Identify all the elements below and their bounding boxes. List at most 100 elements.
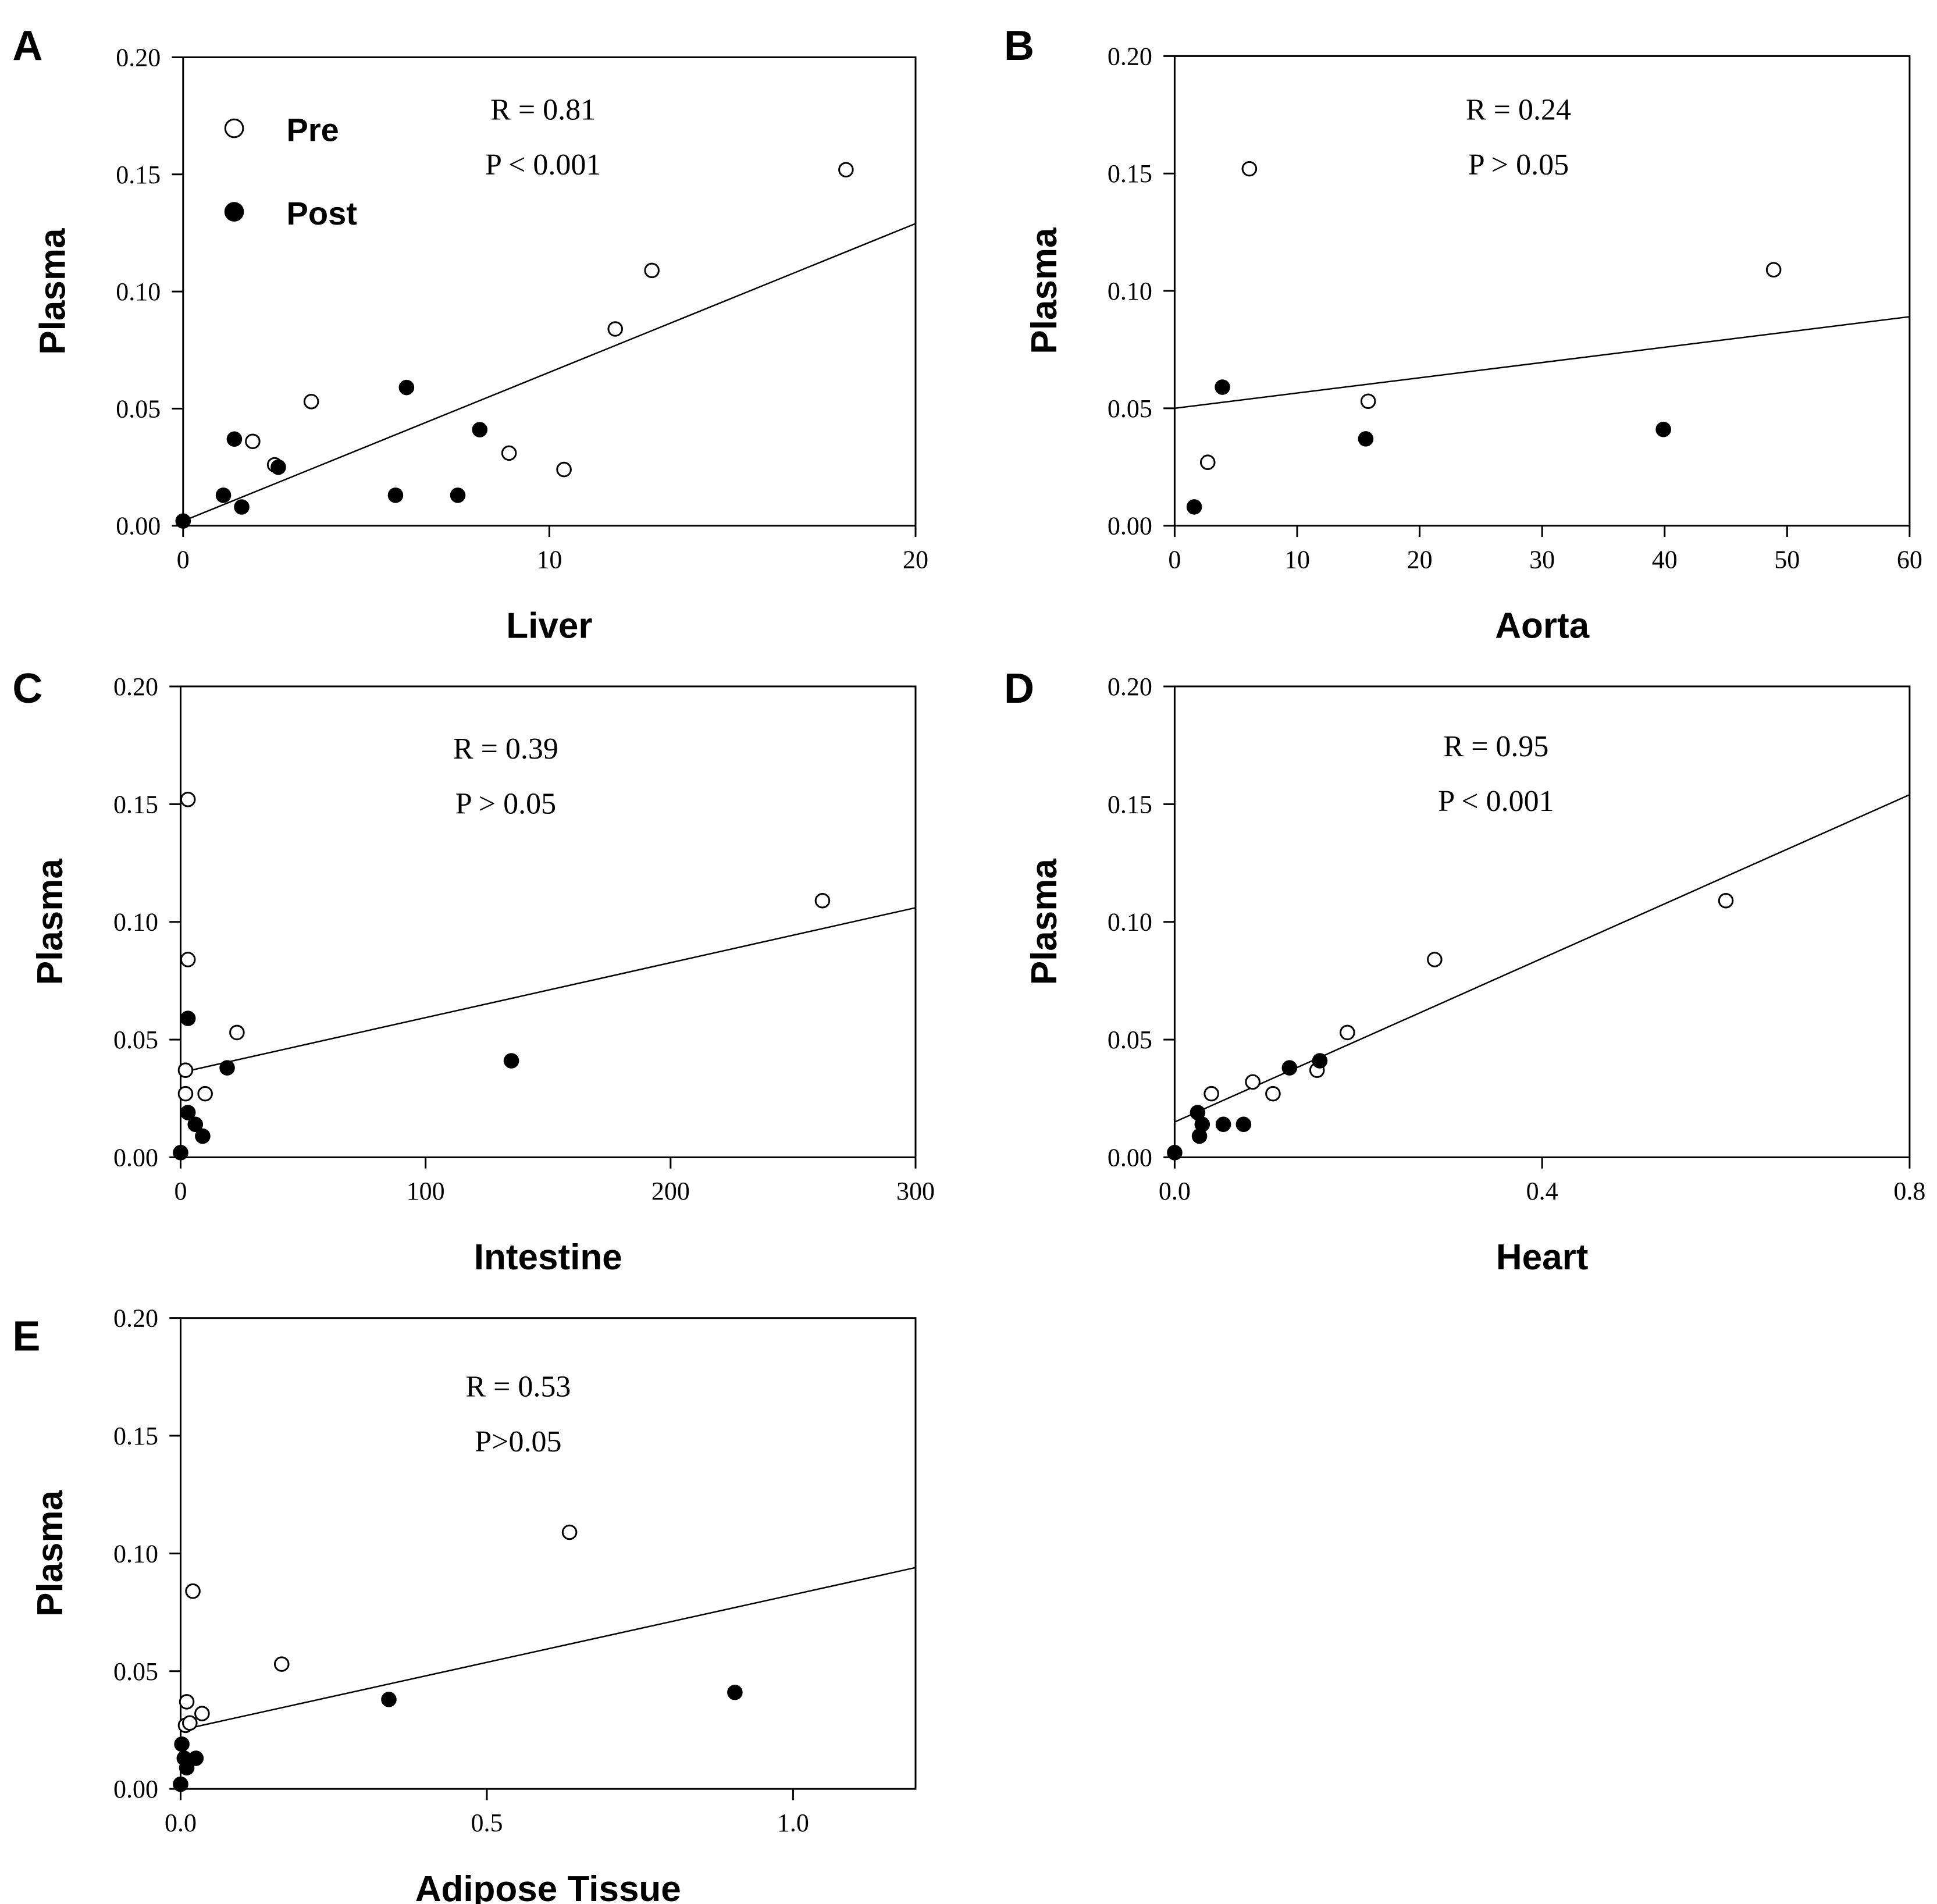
y-tick-label: 0.20 bbox=[113, 672, 158, 701]
panel-letter: B bbox=[1004, 23, 1034, 69]
y-tick-label: 0.00 bbox=[1108, 1143, 1152, 1172]
data-point-pre bbox=[1241, 161, 1258, 177]
correlation-r-label: R = 0.81 bbox=[490, 94, 596, 127]
data-point-pre bbox=[1203, 1086, 1219, 1102]
y-tick-label: 0.00 bbox=[113, 1143, 158, 1172]
correlation-r-label: R = 0.95 bbox=[1443, 730, 1548, 763]
legend-marker-pre bbox=[224, 118, 244, 138]
y-axis-title: Plasma bbox=[1024, 859, 1064, 985]
correlation-r-label: R = 0.53 bbox=[465, 1371, 571, 1404]
data-point-post bbox=[727, 1684, 743, 1700]
data-point-post bbox=[175, 513, 191, 529]
data-point-pre bbox=[1199, 454, 1216, 470]
data-point-pre bbox=[245, 433, 261, 450]
data-point-pre bbox=[180, 952, 196, 967]
data-point-pre bbox=[177, 1062, 194, 1078]
x-tick-label: 300 bbox=[896, 1177, 935, 1205]
data-point-pre bbox=[1765, 262, 1782, 277]
data-point-pre bbox=[644, 262, 660, 279]
data-point-post bbox=[270, 459, 286, 475]
x-tick-label: 10 bbox=[536, 546, 562, 574]
data-point-pre bbox=[1718, 892, 1734, 909]
p-value-label: P > 0.05 bbox=[1468, 148, 1569, 181]
data-point-post bbox=[234, 499, 250, 515]
data-point-post bbox=[1215, 379, 1230, 395]
data-point-post bbox=[188, 1750, 204, 1766]
panel-a: A 0.00 0.05 0.10 0.15 0.20 0 10 20 Liver Plasma R =… bbox=[12, 23, 928, 646]
data-point-post bbox=[1194, 1116, 1210, 1133]
x-tick-label: 0.0 bbox=[165, 1809, 197, 1837]
y-tick-label: 0.00 bbox=[116, 512, 161, 540]
regression-line bbox=[180, 1567, 916, 1731]
x-tick-label: 40 bbox=[1652, 546, 1678, 574]
y-tick-label: 0.20 bbox=[1108, 672, 1152, 701]
x-axis-title: Aorta bbox=[1495, 606, 1589, 646]
x-tick-label: 0.4 bbox=[1526, 1177, 1558, 1205]
x-axis-title: Heart bbox=[1496, 1237, 1589, 1277]
y-axis-title: Plasma bbox=[30, 1490, 70, 1617]
legend-label-post: Post bbox=[287, 195, 357, 232]
data-point-pre bbox=[185, 1583, 201, 1599]
regression-line bbox=[183, 223, 916, 522]
data-point-post bbox=[1215, 1116, 1231, 1133]
data-point-pre bbox=[1427, 952, 1443, 967]
panel-letter: E bbox=[12, 1313, 40, 1360]
data-point-post bbox=[1186, 499, 1202, 515]
panel-letter: D bbox=[1004, 665, 1034, 712]
y-tick-label: 0.10 bbox=[1108, 908, 1152, 937]
data-point-post bbox=[1358, 431, 1374, 447]
data-point-post bbox=[226, 431, 243, 447]
data-point-post bbox=[179, 1760, 195, 1776]
legend-label-pre: Pre bbox=[287, 112, 339, 148]
y-tick-label: 0.15 bbox=[1108, 159, 1152, 188]
data-point-pre bbox=[838, 162, 854, 178]
data-point-post bbox=[381, 1692, 397, 1707]
data-point-pre bbox=[194, 1706, 210, 1721]
panel-letter: A bbox=[12, 23, 42, 69]
correlation-r-label: R = 0.39 bbox=[453, 732, 558, 766]
x-tick-label: 0.0 bbox=[1159, 1177, 1191, 1205]
x-axis-title: Liver bbox=[506, 606, 592, 646]
data-point-pre bbox=[303, 394, 319, 410]
y-tick-label: 0.05 bbox=[113, 1026, 158, 1054]
data-point-post bbox=[187, 1116, 204, 1133]
y-tick-label: 0.10 bbox=[1108, 277, 1152, 305]
y-tick-label: 0.05 bbox=[1108, 394, 1152, 423]
data-point-post bbox=[1281, 1060, 1298, 1076]
y-tick-label: 0.15 bbox=[113, 1422, 158, 1450]
x-tick-label: 50 bbox=[1774, 546, 1800, 574]
x-tick-label: 1.0 bbox=[777, 1809, 809, 1837]
p-value-label: P>0.05 bbox=[475, 1425, 561, 1458]
panel-d: D 0.00 0.05 0.10 0.15 0.20 0.0 0.4 0.8 Heart Plasm… bbox=[1004, 665, 1925, 1277]
x-tick-label: 20 bbox=[1407, 546, 1433, 574]
panel-b: B 0.00 0.05 0.10 0.15 0.20 0 10 20 30 40 50 60 Aorta P… bbox=[1004, 23, 1922, 646]
data-point-pre bbox=[179, 1694, 195, 1710]
x-tick-label: 20 bbox=[903, 546, 928, 574]
data-point-pre bbox=[814, 892, 831, 909]
x-tick-label: 100 bbox=[407, 1177, 445, 1205]
y-tick-label: 0.20 bbox=[116, 44, 161, 72]
data-point-pre bbox=[1265, 1086, 1281, 1102]
data-point-pre bbox=[556, 461, 572, 478]
x-tick-label: 0.8 bbox=[1893, 1177, 1925, 1205]
y-tick-label: 0.10 bbox=[116, 277, 161, 306]
y-tick-label: 0.10 bbox=[113, 908, 158, 937]
legend-marker-post bbox=[224, 202, 244, 222]
data-point-post bbox=[173, 1776, 188, 1792]
correlation-r-label: R = 0.24 bbox=[1466, 94, 1571, 127]
y-tick-label: 0.00 bbox=[113, 1775, 158, 1803]
x-axis-title: Adipose Tissue bbox=[415, 1869, 681, 1904]
data-point-pre bbox=[1245, 1074, 1261, 1090]
x-tick-label: 200 bbox=[651, 1177, 690, 1205]
x-tick-label: 0 bbox=[177, 546, 190, 574]
data-point-post bbox=[387, 487, 404, 503]
data-point-post bbox=[195, 1128, 211, 1144]
x-tick-label: 30 bbox=[1529, 546, 1555, 574]
data-point-post bbox=[1312, 1053, 1328, 1069]
data-point-post bbox=[180, 1105, 196, 1120]
data-point-post bbox=[1167, 1145, 1183, 1161]
x-axis-title: Intestine bbox=[474, 1237, 622, 1277]
data-point-pre bbox=[229, 1024, 245, 1041]
y-tick-label: 0.05 bbox=[116, 394, 161, 423]
